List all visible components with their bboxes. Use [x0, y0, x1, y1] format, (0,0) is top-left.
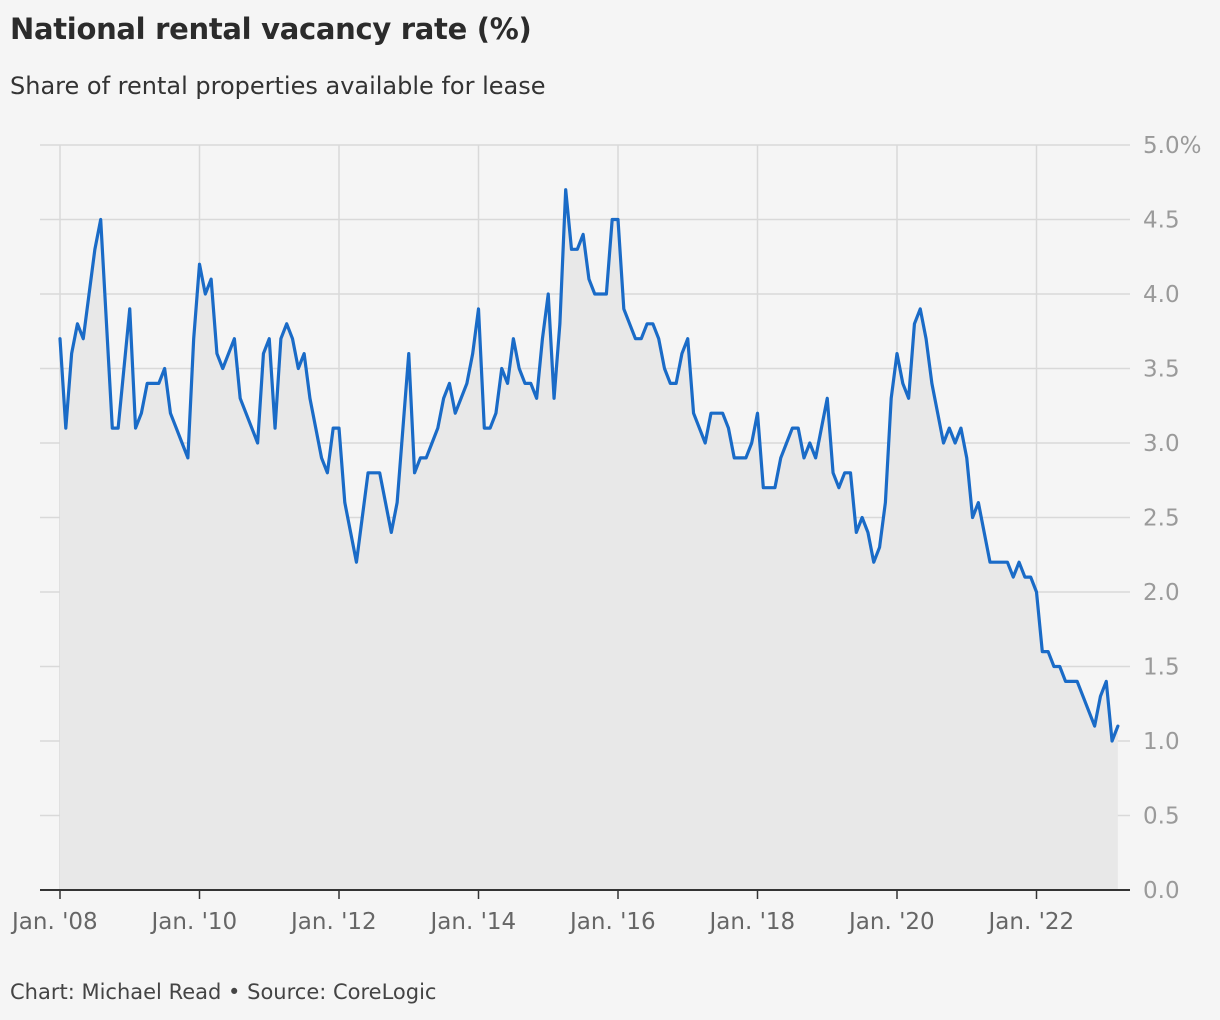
y-tick-label: 0.5: [1143, 804, 1180, 830]
chart-subtitle: Share of rental properties available for…: [10, 72, 546, 100]
area-fill: [60, 189, 1118, 890]
y-tick-label: 1.0: [1143, 729, 1180, 755]
y-tick-label: 4.0: [1143, 282, 1180, 308]
footer-separator: •: [228, 980, 241, 1004]
chart-credit: Chart: Michael Read: [10, 980, 222, 1004]
chart-source: Source: CoreLogic: [247, 980, 437, 1004]
y-tick-label: 4.5: [1143, 208, 1180, 234]
y-tick-label: 3.5: [1143, 357, 1180, 383]
x-tick-marks: [59, 890, 1038, 899]
x-tick-label: Jan. '22: [987, 909, 1075, 935]
y-tick-label: 1.5: [1143, 655, 1180, 681]
series-line: [58, 188, 1120, 743]
chart-footer: Chart: Michael Read • Source: CoreLogic: [10, 980, 436, 1004]
y-tick-label: 5.0%: [1143, 133, 1201, 159]
x-tick-label: Jan. '10: [150, 909, 238, 935]
y-tick-label: 2.0: [1143, 580, 1180, 606]
x-tick-label: Jan. '08: [10, 909, 98, 935]
x-axis-labels: Jan. '08 Jan. '10 Jan. '12 Jan. '14 Jan. '16…: [10, 909, 1074, 935]
y-axis-labels: 0.0 0.5 1.0 1.5 2.0 2.5 3.0 3.5 4.0 4.5 5.0%: [1143, 133, 1201, 904]
x-tick-label: Jan. '12: [289, 909, 377, 935]
x-tick-label: Jan. '20: [847, 909, 935, 935]
y-tick-label: 3.0: [1143, 431, 1180, 457]
chart-title: National rental vacancy rate (%): [10, 12, 532, 46]
y-tick-label: 0.0: [1143, 878, 1180, 904]
x-tick-label: Jan. '18: [708, 909, 796, 935]
x-tick-label: Jan. '16: [568, 909, 656, 935]
line-chart: 0.0 0.5 1.0 1.5 2.0 2.5 3.0 3.5 4.0 4.5 5.0% Jan. …: [10, 133, 1201, 935]
y-tick-label: 2.5: [1143, 506, 1180, 532]
x-tick-label: Jan. '14: [429, 909, 517, 935]
